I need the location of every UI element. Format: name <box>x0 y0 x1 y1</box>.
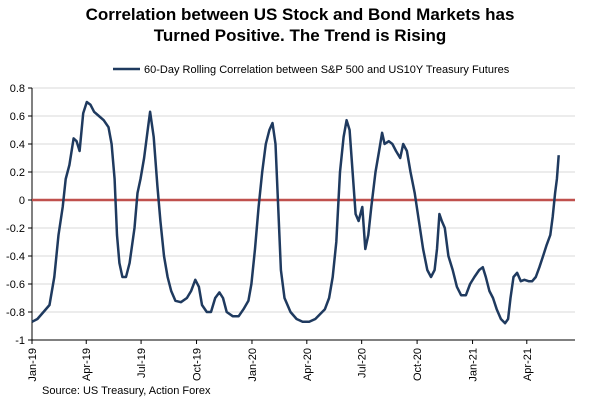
y-tick-label: 0.4 <box>10 139 25 151</box>
x-axis-ticks: Jan-19 Apr-19 Jul-19 Oct-19 Jan-20 Apr-20 Jul-… <box>27 340 534 382</box>
x-tick-label: Jul-19 <box>136 348 148 378</box>
series-group <box>31 100 560 325</box>
source-note: Source: US Treasury, Action Forex <box>42 385 211 397</box>
legend-label: 60-Day Rolling Correlation between S&P 5… <box>144 64 510 76</box>
y-tick-label: 0.8 <box>10 83 25 95</box>
axes <box>31 88 575 341</box>
chart-title-line-2: Turned Positive. The Trend is Rising <box>153 26 447 45</box>
x-tick-label: Jul-20 <box>357 348 369 378</box>
x-tick-label: Apr-20 <box>302 348 314 381</box>
chart-title-line-1: Correlation between US Stock and Bond Ma… <box>85 5 515 24</box>
legend: 60-Day Rolling Correlation between S&P 5… <box>113 64 510 76</box>
y-tick-label: 0.2 <box>10 167 25 179</box>
x-tick-label: Oct-20 <box>412 348 424 381</box>
y-axis-ticks: 0.8 0.6 0.4 0.2 0 -0.2 -0.4 -0.6 -0.8 -1 <box>6 83 32 347</box>
y-tick-label: -0.4 <box>6 251 25 263</box>
x-tick-label: Jan-21 <box>468 348 480 382</box>
x-tick-label: Apr-19 <box>81 348 93 381</box>
x-tick-label: Oct-19 <box>192 348 204 381</box>
y-tick-label: -0.6 <box>6 279 25 291</box>
chart-title: Correlation between US Stock and Bond Ma… <box>0 4 600 46</box>
series-line-0 <box>31 100 560 325</box>
y-tick-label: 0.6 <box>10 111 25 123</box>
y-tick-label: -1 <box>15 335 25 347</box>
x-tick-label: Jan-19 <box>27 348 39 382</box>
y-tick-label: -0.8 <box>6 307 25 319</box>
x-tick-label: Jan-20 <box>247 348 259 382</box>
y-tick-label: 0 <box>19 195 25 207</box>
y-tick-label: -0.2 <box>6 223 25 235</box>
x-tick-label: Apr-21 <box>522 348 534 381</box>
